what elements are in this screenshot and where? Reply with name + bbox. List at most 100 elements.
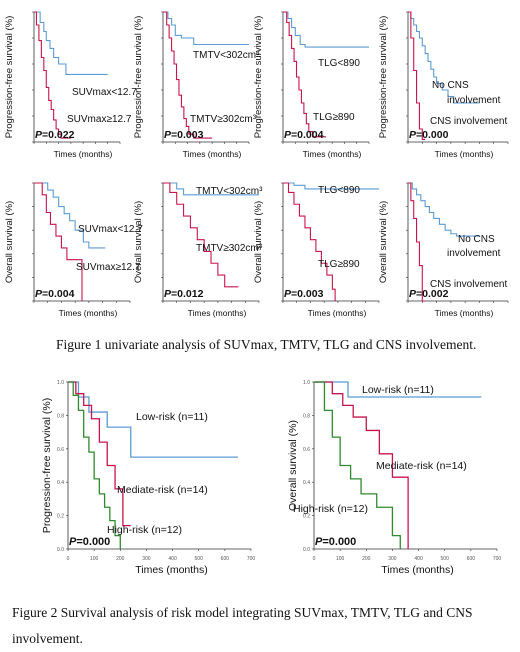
series-label: TLG<890 xyxy=(318,58,360,69)
x-axis-label: Times (months) xyxy=(59,308,118,318)
series-label: TMTV≥302cm³ xyxy=(190,114,257,125)
p-value: P=0.003 xyxy=(284,288,324,300)
series-label: TMTV<302cm³ xyxy=(196,186,263,197)
y-axis-label: Progression-free survival (%) xyxy=(4,16,15,138)
y-tick-label: 0.6 xyxy=(303,447,310,453)
x-tick-label: 600 xyxy=(467,556,476,562)
series-blue-curve xyxy=(283,182,379,190)
x-axis-label: Times (months) xyxy=(435,308,494,318)
series-blue-curve xyxy=(34,11,108,75)
series-label: TMTV≥302cm³ xyxy=(196,243,263,254)
x-tick-label: 700 xyxy=(247,556,256,562)
y-axis-label: Overall survival (%) xyxy=(4,201,15,283)
series-label: SUVmax<12.7 xyxy=(78,224,143,235)
x-tick-label: 0 xyxy=(67,556,70,562)
x-axis-label: Times (months) xyxy=(54,149,113,159)
y-tick-label: 0.4 xyxy=(57,480,64,486)
series-label: TLG≥890 xyxy=(313,112,355,123)
y-axis-label: Overall survival (%) xyxy=(378,201,389,283)
series-blue-curve xyxy=(34,182,106,249)
x-axis-label: Times (months) xyxy=(308,308,367,318)
y-tick-label: 0.4 xyxy=(303,480,310,486)
series-red-curve xyxy=(34,11,71,139)
x-tick-label: 500 xyxy=(195,556,204,562)
y-axis-label: Overall survival (%) xyxy=(253,201,264,283)
series-green-curve xyxy=(68,381,121,549)
p-value: P=0.004 xyxy=(284,129,324,141)
y-tick-label: 1.0 xyxy=(303,380,310,386)
p-value: P=0.003 xyxy=(164,129,204,141)
y-tick-label: 0.0 xyxy=(303,547,310,553)
series-label: Low-risk (n=11) xyxy=(136,411,208,423)
series-blue-curve xyxy=(408,182,480,237)
x-tick-label: 300 xyxy=(388,556,397,562)
chart-pfs-suvmax: Progression-free survival (%) Times (mont… xyxy=(4,11,137,159)
y-axis-label: Overall survival (%) xyxy=(133,201,144,283)
chart-risk-os: 0 100 200 300 400 500 600 700 0.0 0.2 0.4 0.6 0.8 1.0… xyxy=(287,380,501,576)
series-label: CNS involvement xyxy=(430,279,507,290)
series-blue-curve xyxy=(163,182,259,196)
x-axis-label: Times (months) xyxy=(135,564,208,576)
y-tick-label: 0.2 xyxy=(303,514,310,520)
series-label: No CNS xyxy=(458,234,495,245)
x-tick-label: 0 xyxy=(313,556,316,562)
x-axis-label: Times (months) xyxy=(435,149,494,159)
x-tick-label: 600 xyxy=(221,556,230,562)
x-tick-label: 100 xyxy=(90,556,99,562)
p-value: P=0.022 xyxy=(35,129,75,141)
y-axis-label: Overall survival (%) xyxy=(287,420,299,511)
chart-pfs-tlg: Progression-free survival (%) Times (mont… xyxy=(253,11,370,159)
series-red-curve xyxy=(163,11,213,139)
series-label: SUVmax≥12.7 xyxy=(67,114,132,125)
x-axis-label: Times (months) xyxy=(183,149,242,159)
figure1-caption: Figure 1 univariate analysis of SUVmax, … xyxy=(56,337,477,352)
y-tick-label: 1.0 xyxy=(57,380,64,386)
y-axis-label: Progression-free survival (%) xyxy=(41,398,53,533)
x-tick-label: 200 xyxy=(362,556,371,562)
x-tick-label: 400 xyxy=(414,556,423,562)
series-label: SUVmax<12.7 xyxy=(72,87,137,98)
x-tick-label: 400 xyxy=(168,556,177,562)
series-blue-curve xyxy=(68,381,238,458)
series-label: Low-risk (n=11) xyxy=(362,384,434,396)
chart-risk-pfs: 0 100 200 300 400 500 600 700 0.0 0.2 0.4 0.6 0.8 1.0… xyxy=(41,380,255,576)
x-tick-label: 100 xyxy=(336,556,345,562)
p-value: P=0.000 xyxy=(315,536,356,548)
series-label: High-risk (n=12) xyxy=(293,503,368,515)
series-red-curve xyxy=(408,182,426,302)
series-label: TMTV<302cm³ xyxy=(193,50,260,61)
p-value: P=0.002 xyxy=(409,288,449,300)
series-red-curve xyxy=(68,381,131,527)
y-axis-label: Progression-free survival (%) xyxy=(253,16,264,138)
p-value: P=0.000 xyxy=(69,536,110,548)
series-red-curve xyxy=(34,182,83,301)
x-tick-label: 500 xyxy=(441,556,450,562)
chart-os-cns: Overall survival (%) Times (months) No CNS… xyxy=(378,182,509,318)
series-green-curve xyxy=(314,381,401,549)
x-axis-label: Times (months) xyxy=(303,149,362,159)
series-label: No CNS xyxy=(432,80,469,91)
y-axis-label: Progression-free survival (%) xyxy=(378,16,389,138)
p-value: P=0.000 xyxy=(409,129,449,141)
series-label: Mediate-risk (n=14) xyxy=(376,460,467,472)
chart-pfs-tmtv: Progression-free survival (%) Times (mont… xyxy=(133,11,260,159)
x-axis-label: Times (months) xyxy=(381,564,454,576)
x-tick-label: 300 xyxy=(142,556,151,562)
series-label: involvement xyxy=(447,248,501,259)
figure2-caption: Figure 2 Survival analysis of risk model… xyxy=(12,605,473,646)
x-tick-label: 200 xyxy=(116,556,125,562)
series-label: SUVmax≥12.7 xyxy=(76,262,141,273)
series-blue-curve xyxy=(408,11,480,104)
series-label: CNS involvement xyxy=(430,116,507,127)
chart-pfs-cns: Progression-free survival (%) Times (mont… xyxy=(378,11,509,159)
series-blue-curve xyxy=(163,11,249,46)
series-label: High-risk (n=12) xyxy=(107,524,182,536)
x-axis-label: Times (months) xyxy=(188,308,247,318)
series-red-curve xyxy=(283,11,326,138)
series-label: Mediate-risk (n=14) xyxy=(117,484,208,496)
y-tick-label: 0.0 xyxy=(57,547,64,553)
series-red-curve xyxy=(314,381,409,549)
series-red-curve xyxy=(408,11,426,140)
series-red-curve xyxy=(283,182,336,301)
